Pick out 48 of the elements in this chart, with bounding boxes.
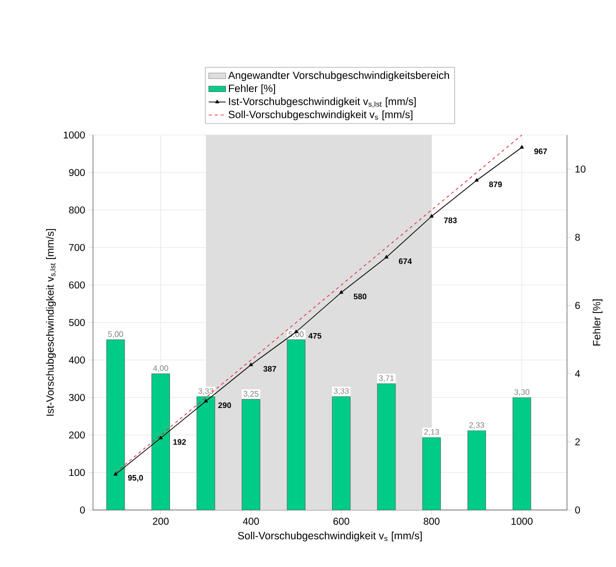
- y-tick-label: 200: [69, 431, 85, 439]
- y2-tick-label: 0: [575, 506, 580, 514]
- y2-tick-label: 6: [575, 302, 580, 309]
- y-tick-label: 400: [68, 356, 85, 364]
- y2-axis-title: Fehler [%]: [592, 299, 602, 346]
- bar: [422, 437, 441, 510]
- x-tick-label: 800: [424, 518, 440, 525]
- bar: [512, 397, 532, 510]
- point: [520, 145, 524, 149]
- y-tick-label: 700: [69, 244, 85, 252]
- y-tick-label: 600: [69, 281, 85, 289]
- bar: [286, 339, 306, 510]
- bar: [151, 373, 170, 510]
- x-tick-label: 400: [242, 518, 259, 525]
- bar: [106, 339, 125, 510]
- legend-label: Ist-Vorschubgeschwindigkeit v$_{s,Ist}$ [mm/s]: [229, 97, 416, 108]
- legend-label: Soll-Vorschubgeschwindigkeit v$_{s}$ [mm/s]: [228, 110, 412, 120]
- y-axis-title: Ist-Vorschubgeschwindigkeit v$_{s,Ist}$ [mm/s]: [46, 229, 56, 416]
- point: [384, 255, 388, 259]
- point: [249, 362, 253, 366]
- bar: [332, 396, 351, 510]
- y2-tick-label: 10: [576, 166, 586, 173]
- y-tick-label: 100: [69, 468, 85, 476]
- y-tick-label: 800: [69, 206, 85, 214]
- bar: [377, 383, 396, 510]
- point: [339, 290, 344, 294]
- y2-tick-label: 4: [575, 370, 580, 378]
- bar: [242, 399, 260, 510]
- bar: [467, 430, 486, 510]
- x-tick-label: 1000: [512, 518, 533, 525]
- y-tick-label: 500: [69, 318, 85, 326]
- x-tick-label: 600: [333, 518, 350, 525]
- y-tick-label: 1000: [64, 131, 85, 139]
- y2-tick-label: 8: [575, 234, 580, 241]
- x-axis-title: Soll-Vorschubgeschwindigkeit v$_{s}$ [mm/s]: [238, 532, 422, 542]
- y2-tick-label: 2: [575, 438, 580, 446]
- y-tick-label: 900: [69, 168, 85, 176]
- legend-label: Angewandter Vorschubgeschwindigkeitsbereich: [228, 71, 449, 82]
- legend-label: Fehler [%]: [228, 84, 276, 94]
- point: [114, 472, 118, 476]
- point: [158, 436, 163, 440]
- point: [474, 178, 479, 182]
- point: [430, 214, 434, 218]
- point: [204, 399, 208, 403]
- x-tick-label: 200: [152, 518, 169, 525]
- bar: [196, 396, 216, 510]
- y-tick-label: 300: [68, 394, 85, 402]
- y-tick-label: 0: [80, 506, 85, 514]
